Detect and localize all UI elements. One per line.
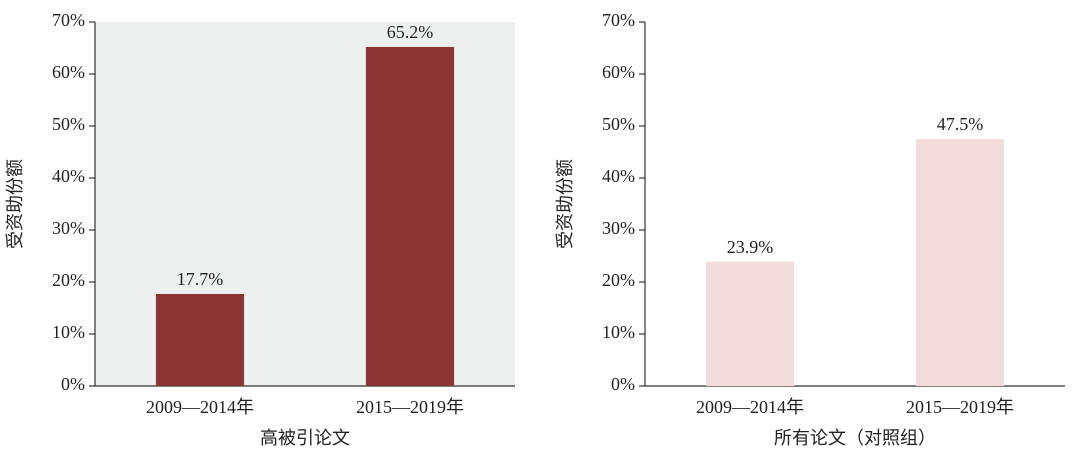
y-tick-label: 70% (602, 10, 635, 30)
x-axis-label: 高被引论文 (260, 428, 350, 448)
value-label: 47.5% (937, 114, 984, 134)
y-tick-label: 40% (602, 166, 635, 186)
bar (705, 261, 795, 386)
y-tick-label: 20% (602, 270, 635, 290)
y-tick-label: 60% (602, 62, 635, 82)
y-tick-label: 30% (602, 218, 635, 238)
x-axis-label: 所有论文（对照组） (774, 428, 936, 448)
bar (155, 293, 245, 386)
y-axis-label: 受资助份额 (5, 159, 25, 249)
y-tick-label: 50% (602, 114, 635, 134)
y-tick-label: 20% (52, 270, 85, 290)
y-axis-label: 受资助份额 (555, 159, 575, 249)
y-tick-label: 0% (611, 374, 635, 394)
bar (365, 46, 455, 387)
x-tick-label: 2015—2019年 (906, 397, 1014, 417)
y-tick-label: 30% (52, 218, 85, 238)
y-tick-label: 60% (52, 62, 85, 82)
x-tick-label: 2009—2014年 (696, 397, 804, 417)
y-tick-label: 10% (602, 322, 635, 342)
x-tick-label: 2015—2019年 (356, 397, 464, 417)
y-tick-label: 10% (52, 322, 85, 342)
y-tick-label: 70% (52, 10, 85, 30)
y-tick-label: 50% (52, 114, 85, 134)
y-tick-label: 40% (52, 166, 85, 186)
bar (915, 139, 1005, 386)
value-label: 65.2% (387, 22, 434, 42)
value-label: 17.7% (177, 269, 224, 289)
value-label: 23.9% (727, 237, 774, 257)
y-tick-label: 0% (61, 374, 85, 394)
x-tick-label: 2009—2014年 (146, 397, 254, 417)
